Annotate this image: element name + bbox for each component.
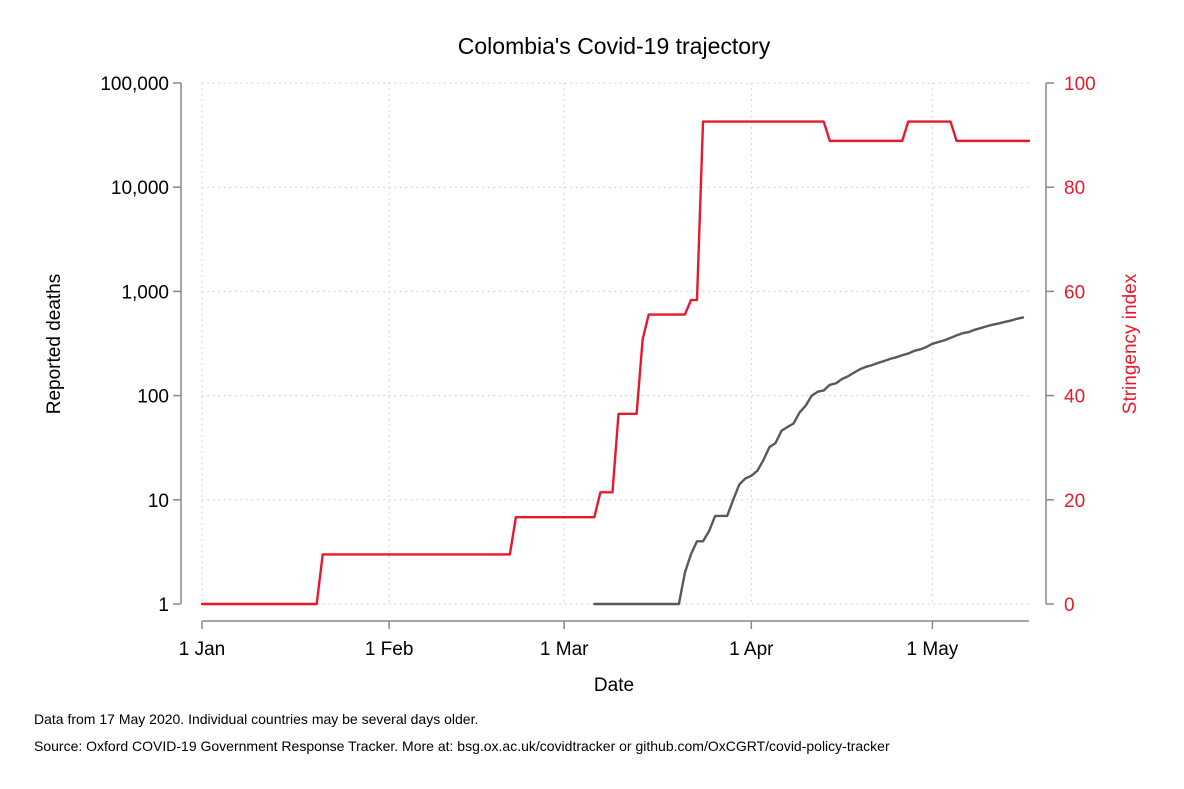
x-axis-label: Date <box>594 675 634 696</box>
left-y-tick-label: 1 <box>158 595 169 616</box>
right-y-tick-label: 60 <box>1064 282 1085 303</box>
chart-title: Colombia's Covid-19 trajectory <box>458 33 771 59</box>
x-tick-label: 1 Mar <box>540 639 589 660</box>
x-tick-label: 1 Apr <box>729 639 774 660</box>
right-y-tick-label: 20 <box>1064 491 1085 512</box>
y-axis-label: Reported deaths <box>44 274 65 415</box>
left-y-tick-label: 10 <box>148 491 169 512</box>
y2-axis-label: Stringency index <box>1120 273 1141 414</box>
left-y-tick-label: 100,000 <box>100 74 169 95</box>
reported-deaths-line <box>593 316 1025 606</box>
right-y-tick-label: 100 <box>1064 74 1096 95</box>
right-y-tick-label: 40 <box>1064 387 1085 408</box>
left-y-tick-label: 100 <box>137 387 169 408</box>
x-tick-label: 1 Jan <box>179 639 225 660</box>
axes: 1 10 100 1,000 10,000 100,000 0 20 40 60 80 100 1 Ja… <box>100 74 1095 660</box>
x-tick-label: 1 Feb <box>365 639 414 660</box>
series-layer <box>200 120 1031 606</box>
data-date-note: Data from 17 May 2020. Individual countr… <box>34 711 479 727</box>
x-tick-label: 1 May <box>907 639 959 660</box>
right-y-tick-label: 0 <box>1064 595 1075 616</box>
source-note: Source: Oxford COVID-19 Government Respo… <box>34 738 890 754</box>
left-y-tick-label: 1,000 <box>121 282 169 303</box>
grid <box>201 82 1029 605</box>
left-y-tick-label: 10,000 <box>111 178 169 199</box>
stringency-index-line <box>200 120 1031 606</box>
right-y-tick-label: 80 <box>1064 178 1085 199</box>
